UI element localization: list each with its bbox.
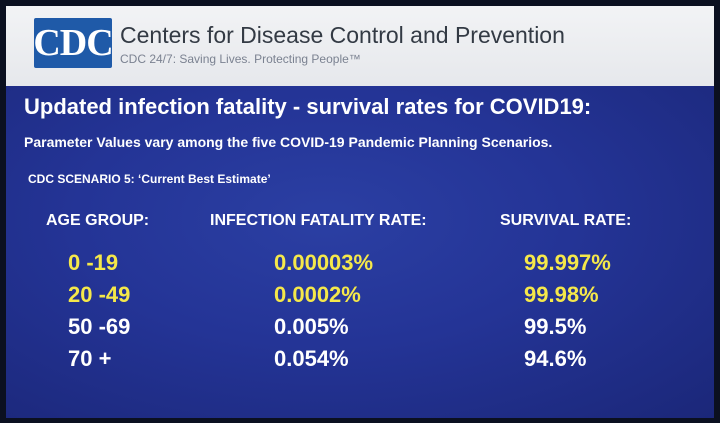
- header-survival-rate: SURVIVAL RATE:: [500, 212, 632, 229]
- slide-panel: Updated infection fatality - survival ra…: [6, 86, 714, 418]
- ifr-cell: 0.005%: [274, 314, 349, 339]
- ifr-cell: 0.054%: [274, 346, 349, 371]
- org-name: Centers for Disease Control and Preventi…: [120, 22, 565, 48]
- cdc-logo: CDC: [33, 18, 114, 68]
- slide-title: Updated infection fatality - survival ra…: [24, 94, 592, 119]
- age-cell: 70 +: [68, 346, 112, 371]
- scenario-label: CDC SCENARIO 5: ‘Current Best Estimate’: [28, 172, 271, 186]
- survival-cell: 99.98%: [524, 282, 599, 307]
- age-cell: 50 -69: [68, 314, 131, 339]
- survival-cell: 99.5%: [524, 314, 587, 339]
- header-age-group: AGE GROUP:: [46, 212, 150, 229]
- table-row: 50 -69 0.005% 99.5%: [6, 314, 714, 346]
- ifr-cell: 0.00003%: [274, 250, 374, 275]
- age-cell: 0 -19: [68, 250, 119, 275]
- slide-subtitle: Parameter Values vary among the five COV…: [24, 134, 553, 150]
- survival-cell: 99.997%: [524, 250, 611, 275]
- org-tagline: CDC 24/7: Saving Lives. Protecting Peopl…: [120, 52, 361, 66]
- table-row: 70 + 0.054% 94.6%: [6, 346, 714, 378]
- table-row: 0 -19 0.00003% 99.997%: [6, 250, 714, 282]
- table-row: 20 -49 0.0002% 99.98%: [6, 282, 714, 314]
- age-cell: 20 -49: [68, 282, 131, 307]
- survival-cell: 94.6%: [524, 346, 587, 371]
- ifr-cell: 0.0002%: [274, 282, 361, 307]
- cdc-header: CDC Centers for Disease Control and Prev…: [6, 6, 714, 87]
- header-infection-fatality-rate: INFECTION FATALITY RATE:: [210, 212, 427, 229]
